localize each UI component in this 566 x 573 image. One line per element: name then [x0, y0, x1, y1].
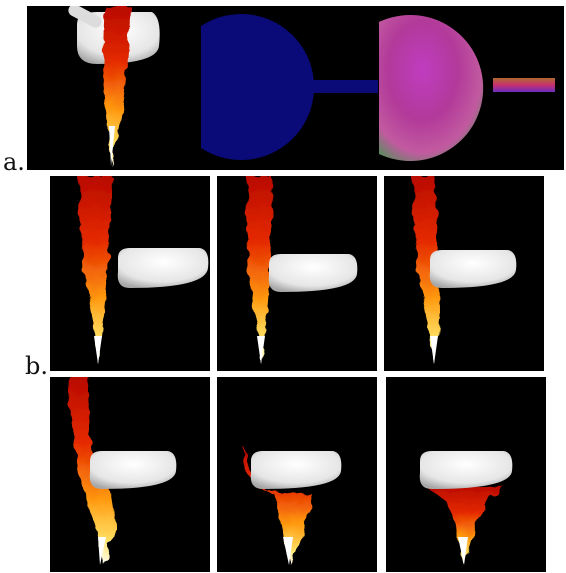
jet-tip	[430, 336, 438, 364]
solid-obstacle	[419, 451, 513, 489]
solid-obstacle	[250, 451, 342, 489]
smoke-render	[68, 6, 160, 166]
normal-sphere	[379, 14, 484, 162]
frame-b1	[50, 176, 210, 371]
frame-b5	[217, 377, 377, 572]
jet-tip	[94, 336, 102, 364]
jet-tip	[98, 537, 106, 565]
solid-obstacle	[89, 451, 177, 489]
velocity-sdf-render	[201, 13, 378, 160]
fire-jet	[246, 176, 272, 364]
jet-tip	[109, 126, 115, 166]
jet-tip	[458, 537, 468, 565]
frame-b4	[50, 377, 210, 572]
fire-jet	[78, 176, 112, 364]
fire-jet	[412, 176, 440, 364]
label-b: b.	[25, 352, 48, 380]
fire-jet	[424, 485, 504, 565]
frame-b6	[386, 377, 546, 572]
solid-obstacle	[429, 250, 517, 288]
solid-obstacle	[268, 254, 358, 292]
row-a-render	[68, 6, 555, 166]
blue-sphere	[201, 13, 315, 160]
row-a-panel	[27, 6, 564, 170]
blue-pipe	[312, 80, 378, 93]
jet-tip	[257, 336, 265, 364]
normal-pipe	[493, 78, 555, 92]
fire-jet	[103, 6, 131, 166]
label-a: a.	[3, 148, 25, 176]
inflow-pipe	[68, 6, 102, 28]
frame-b3	[384, 176, 544, 371]
solid-obstacle	[117, 248, 209, 288]
frame-b2	[217, 176, 377, 371]
fire-jet	[243, 447, 313, 565]
jet-tip	[283, 537, 293, 565]
normal-map-render	[379, 14, 555, 162]
